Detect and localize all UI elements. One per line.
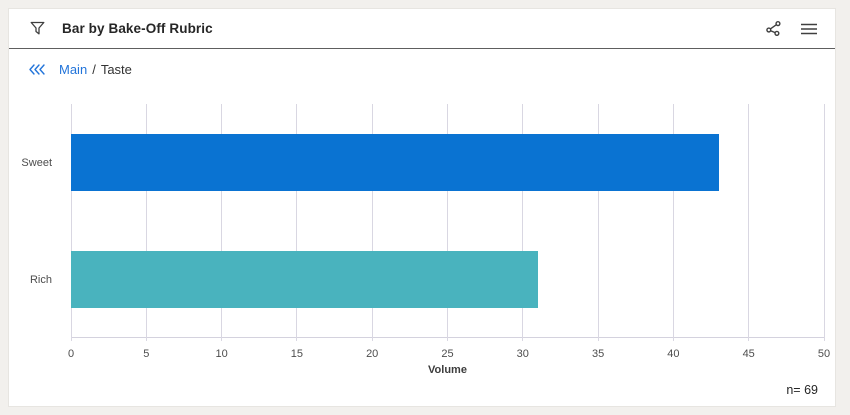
- x-tick-label-35: 35: [591, 348, 605, 360]
- share-icon[interactable]: [762, 18, 784, 40]
- x-tick-label-10: 10: [215, 348, 228, 360]
- y-category-label-rich: Rich: [29, 273, 52, 286]
- tickmark-x-50: [823, 337, 825, 341]
- gridline-x-5: [145, 104, 147, 337]
- tickmark-x-5: [145, 337, 147, 341]
- tickmark-x-0: [70, 337, 72, 341]
- breadcrumb-separator: /: [92, 62, 96, 77]
- hamburger-menu-icon[interactable]: [798, 18, 820, 40]
- gridline-x-15: [296, 104, 298, 337]
- tickmark-x-30: [522, 337, 524, 341]
- gridline-x-0: [70, 104, 72, 337]
- tickmark-x-15: [296, 337, 298, 341]
- bar-sweet[interactable]: [71, 134, 719, 191]
- tickmark-x-45: [748, 337, 750, 341]
- gridline-x-30: [522, 104, 524, 337]
- x-tick-label-30: 30: [516, 348, 529, 360]
- tickmark-x-40: [672, 337, 674, 341]
- bar-rich[interactable]: [71, 251, 538, 308]
- y-axis-labels: Sweet Rich: [9, 104, 63, 338]
- gridline-x-20: [371, 104, 373, 337]
- y-category-label-sweet: Sweet: [21, 156, 52, 169]
- x-axis-ticks: 0 5 10 15 20 25 30 35 40 45 50: [67, 345, 830, 360]
- sample-size-label: n= 69: [786, 383, 818, 397]
- card-header: Bar by Bake-Off Rubric: [9, 9, 835, 49]
- x-tick-label-20: 20: [366, 348, 379, 360]
- breadcrumb: Main / Taste: [9, 49, 835, 77]
- chart-card: Bar by Bake-Off Rubric: [8, 8, 836, 407]
- filter-funnel-icon[interactable]: [26, 18, 48, 40]
- gridline-x-35: [597, 104, 599, 337]
- x-tick-label-45: 45: [742, 348, 755, 360]
- x-tick-label-15: 15: [290, 348, 304, 360]
- gridline-x-10: [221, 104, 223, 337]
- tickmark-x-35: [597, 337, 599, 341]
- breadcrumb-link-main[interactable]: Main: [59, 62, 88, 77]
- x-tick-label-0: 0: [67, 348, 75, 360]
- gridline-x-25: [447, 104, 448, 337]
- gridline-x-50: [823, 104, 825, 337]
- tickmark-x-20: [371, 337, 373, 341]
- gridline-x-45: [748, 104, 750, 337]
- x-tick-label-50: 50: [817, 348, 831, 360]
- gridline-x-40: [672, 104, 674, 337]
- tickmark-x-10: [221, 337, 223, 341]
- breadcrumb-current-taste: Taste: [100, 62, 132, 77]
- card-title: Bar by Bake-Off Rubric: [62, 21, 213, 36]
- plot-area: [70, 104, 825, 341]
- x-axis-title: Volume: [428, 364, 467, 376]
- x-tick-label-40: 40: [667, 348, 680, 360]
- x-tick-label-5: 5: [143, 348, 150, 360]
- x-tick-label-25: 25: [441, 348, 454, 360]
- triple-chevron-left-icon[interactable]: [29, 64, 46, 75]
- tickmark-x-25: [447, 337, 448, 341]
